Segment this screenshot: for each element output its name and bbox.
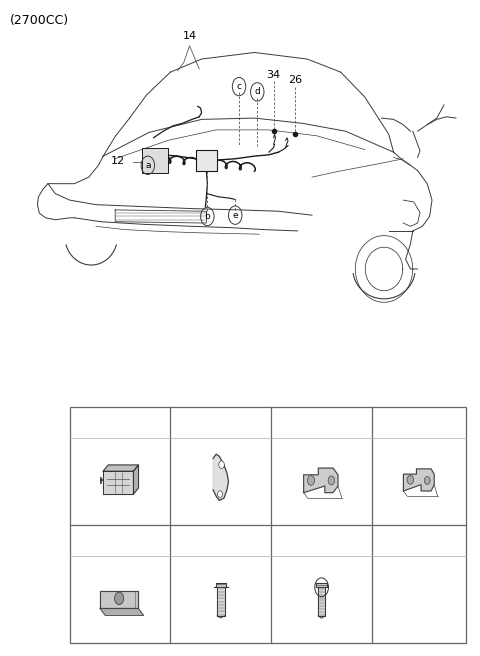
Text: b: b xyxy=(204,212,210,221)
Text: 24: 24 xyxy=(393,417,407,428)
Circle shape xyxy=(219,461,224,468)
Polygon shape xyxy=(213,454,228,501)
Polygon shape xyxy=(100,608,144,615)
Polygon shape xyxy=(316,583,327,587)
Polygon shape xyxy=(103,465,138,471)
Text: 30: 30 xyxy=(214,535,228,546)
Polygon shape xyxy=(304,468,338,493)
Text: b: b xyxy=(179,418,184,427)
Text: 22: 22 xyxy=(191,417,205,428)
Text: 13: 13 xyxy=(90,417,104,428)
Circle shape xyxy=(115,592,124,605)
Polygon shape xyxy=(318,587,325,616)
Text: 34: 34 xyxy=(266,70,281,80)
Polygon shape xyxy=(133,465,138,494)
Bar xyxy=(142,148,168,173)
Text: 14: 14 xyxy=(182,31,197,41)
Circle shape xyxy=(217,491,223,497)
Text: 23: 23 xyxy=(292,417,306,428)
Text: 12: 12 xyxy=(111,155,125,166)
Text: e: e xyxy=(232,211,238,220)
Text: 33: 33 xyxy=(314,535,329,546)
Polygon shape xyxy=(216,583,226,586)
Text: c: c xyxy=(280,418,285,427)
Text: c: c xyxy=(237,82,241,91)
Polygon shape xyxy=(403,469,434,491)
Text: 25: 25 xyxy=(90,535,104,546)
Bar xyxy=(196,150,217,171)
Text: a: a xyxy=(145,161,151,170)
Polygon shape xyxy=(100,591,138,608)
Text: (2700CC): (2700CC) xyxy=(10,14,69,28)
Circle shape xyxy=(307,476,314,485)
Polygon shape xyxy=(217,586,225,616)
Text: d: d xyxy=(380,418,386,427)
Polygon shape xyxy=(103,471,133,494)
Circle shape xyxy=(407,476,414,484)
Text: a: a xyxy=(78,418,83,427)
Text: e: e xyxy=(78,536,83,545)
Text: 26: 26 xyxy=(288,75,302,85)
Bar xyxy=(70,407,466,643)
Text: d: d xyxy=(254,87,260,96)
Circle shape xyxy=(328,476,335,485)
Circle shape xyxy=(424,476,430,484)
